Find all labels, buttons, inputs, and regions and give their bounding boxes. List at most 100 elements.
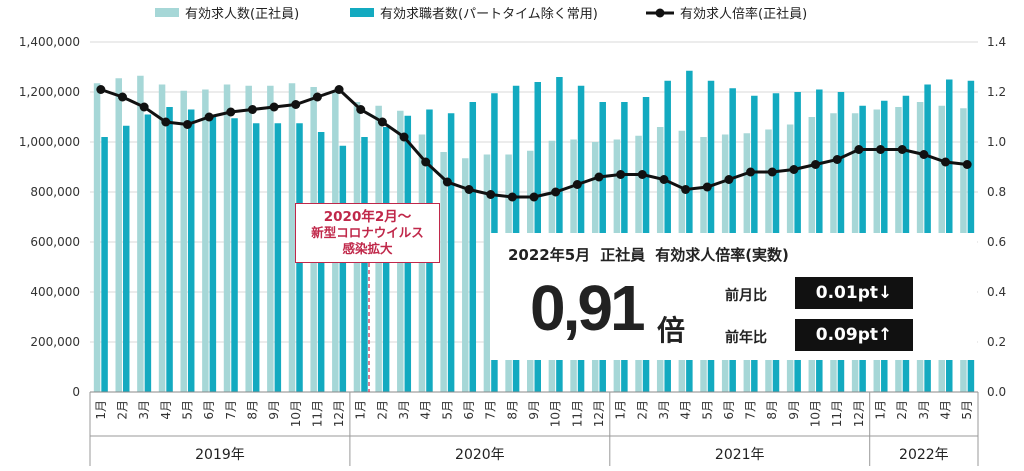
- x-tick-label: 2月: [635, 400, 649, 420]
- x-tick-label: 7月: [744, 400, 758, 420]
- ratio-point: [832, 155, 842, 164]
- year-label: 2019年: [195, 447, 245, 463]
- bar-job-openings: [158, 84, 166, 392]
- legend-swatch: [155, 8, 179, 17]
- x-tick-label: 9月: [267, 400, 281, 420]
- x-tick-label: 5月: [180, 400, 194, 420]
- annotation-line3: 感染拡大: [342, 241, 393, 256]
- info-box: 2022年5月 正社員 有効求人倍率(実数) 0,91 倍 前月比 0.01pt↓ …: [490, 233, 977, 360]
- info-title: 2022年5月 正社員 有効求人倍率(実数): [508, 244, 799, 265]
- x-tick-label: 3月: [917, 400, 931, 420]
- y-tick-label: 1,200,000: [19, 85, 80, 99]
- ratio-point: [876, 145, 886, 154]
- info-big-value: 0,91: [530, 272, 646, 344]
- bar-job-seekers: [209, 117, 217, 392]
- year-label: 2020年: [455, 447, 505, 463]
- ratio-point: [811, 160, 821, 169]
- bar-job-openings: [93, 83, 101, 392]
- bar-job-openings: [115, 78, 122, 392]
- year-label: 2021年: [715, 447, 765, 463]
- ratio-point: [139, 102, 149, 112]
- bar-job-seekers: [361, 137, 368, 392]
- y2-tick-label: 0.6: [987, 235, 1006, 249]
- y2-tick-label: 0.0: [987, 385, 1006, 399]
- bar-job-openings: [288, 83, 296, 392]
- x-tick-label: 11月: [570, 400, 584, 427]
- year-label: 2022年: [899, 447, 949, 463]
- ratio-point: [182, 120, 192, 129]
- ratio-point: [681, 185, 691, 194]
- x-tick-label: 4月: [159, 400, 173, 420]
- ratio-point: [507, 192, 517, 202]
- bar-job-openings: [440, 152, 447, 392]
- bar-job-seekers: [252, 123, 260, 392]
- mom-value: 0.01pt↓: [795, 277, 913, 309]
- y-tick-label: 1,400,000: [19, 35, 80, 49]
- ratio-point: [291, 100, 301, 109]
- x-tick-label: 1月: [354, 400, 368, 420]
- y-tick-label: 600,000: [30, 235, 80, 249]
- y2-tick-label: 0.8: [987, 185, 1006, 199]
- bar-job-openings: [223, 84, 231, 392]
- x-tick-label: 9月: [787, 400, 801, 420]
- ratio-point: [529, 192, 539, 202]
- y-tick-label: 800,000: [30, 185, 80, 199]
- ratio-line-path: [100, 87, 968, 199]
- bar-job-openings: [202, 89, 209, 392]
- ratio-point: [702, 182, 712, 192]
- y-tick-label: 400,000: [30, 285, 80, 299]
- x-tick-label: 12月: [332, 400, 346, 427]
- y-tick-label: 200,000: [30, 335, 80, 349]
- y2-tick-label: 1.2: [987, 85, 1006, 99]
- ratio-point: [962, 160, 972, 169]
- x-tick-label: 1月: [874, 400, 888, 420]
- ratio-point: [616, 170, 626, 179]
- ratio-point: [637, 170, 647, 179]
- bar-job-seekers: [339, 145, 347, 392]
- x-tick-label: 9月: [527, 400, 541, 420]
- info-title-metric: 有効求人倍率(実数): [655, 246, 789, 264]
- ratio-point: [312, 92, 322, 102]
- ratio-point: [269, 102, 279, 112]
- ratio-point: [594, 172, 604, 182]
- yoy-label: 前年比: [725, 330, 767, 346]
- ratio-point: [161, 117, 171, 127]
- y-tick-label: 0: [72, 385, 80, 399]
- ratio-point: [421, 157, 431, 167]
- x-tick-label: 8月: [505, 400, 519, 420]
- bar-job-seekers: [166, 107, 173, 392]
- covid-annotation: 2020年2月～ 新型コロナウイルス 感染拡大: [295, 203, 440, 263]
- x-tick-label: 6月: [202, 400, 216, 420]
- y2-tick-label: 0.4: [987, 285, 1006, 299]
- x-tick-label: 2月: [375, 400, 389, 420]
- bar-job-seekers: [187, 109, 195, 392]
- bar-job-seekers: [447, 113, 455, 392]
- ratio-point: [117, 92, 127, 102]
- x-tick-label: 4月: [939, 400, 953, 420]
- legend: 有効求人数(正社員) 有効求職者数(パートタイム除く常用) 有効求人倍率(正社員): [155, 6, 807, 22]
- ratio-point: [854, 145, 864, 154]
- ratio-point: [941, 157, 951, 167]
- ratio-point: [334, 85, 344, 94]
- x-tick-label: 2月: [895, 400, 909, 420]
- bar-job-openings: [267, 85, 274, 392]
- x-tick-label: 5月: [960, 400, 974, 420]
- x-tick-label: 12月: [852, 400, 866, 427]
- x-tick-label: 11月: [830, 400, 844, 427]
- ratio-point: [96, 85, 106, 94]
- yoy-value: 0.09pt↑: [795, 319, 913, 351]
- legend-marker: [655, 8, 665, 18]
- x-tick-label: 11月: [310, 400, 324, 427]
- x-tick-label: 1月: [94, 400, 108, 420]
- y2-tick-label: 0.2: [987, 335, 1006, 349]
- ratio-point: [377, 117, 387, 127]
- ratio-point: [356, 105, 366, 114]
- x-tick-label: 6月: [462, 400, 476, 420]
- x-tick-label: 4月: [679, 400, 693, 420]
- ratio-point: [659, 175, 669, 184]
- mom-label: 前月比: [725, 288, 767, 304]
- x-tick-label: 10月: [289, 400, 303, 427]
- ratio-point: [464, 185, 474, 194]
- info-unit: 倍: [657, 314, 686, 347]
- x-tick-label: 12月: [592, 400, 606, 427]
